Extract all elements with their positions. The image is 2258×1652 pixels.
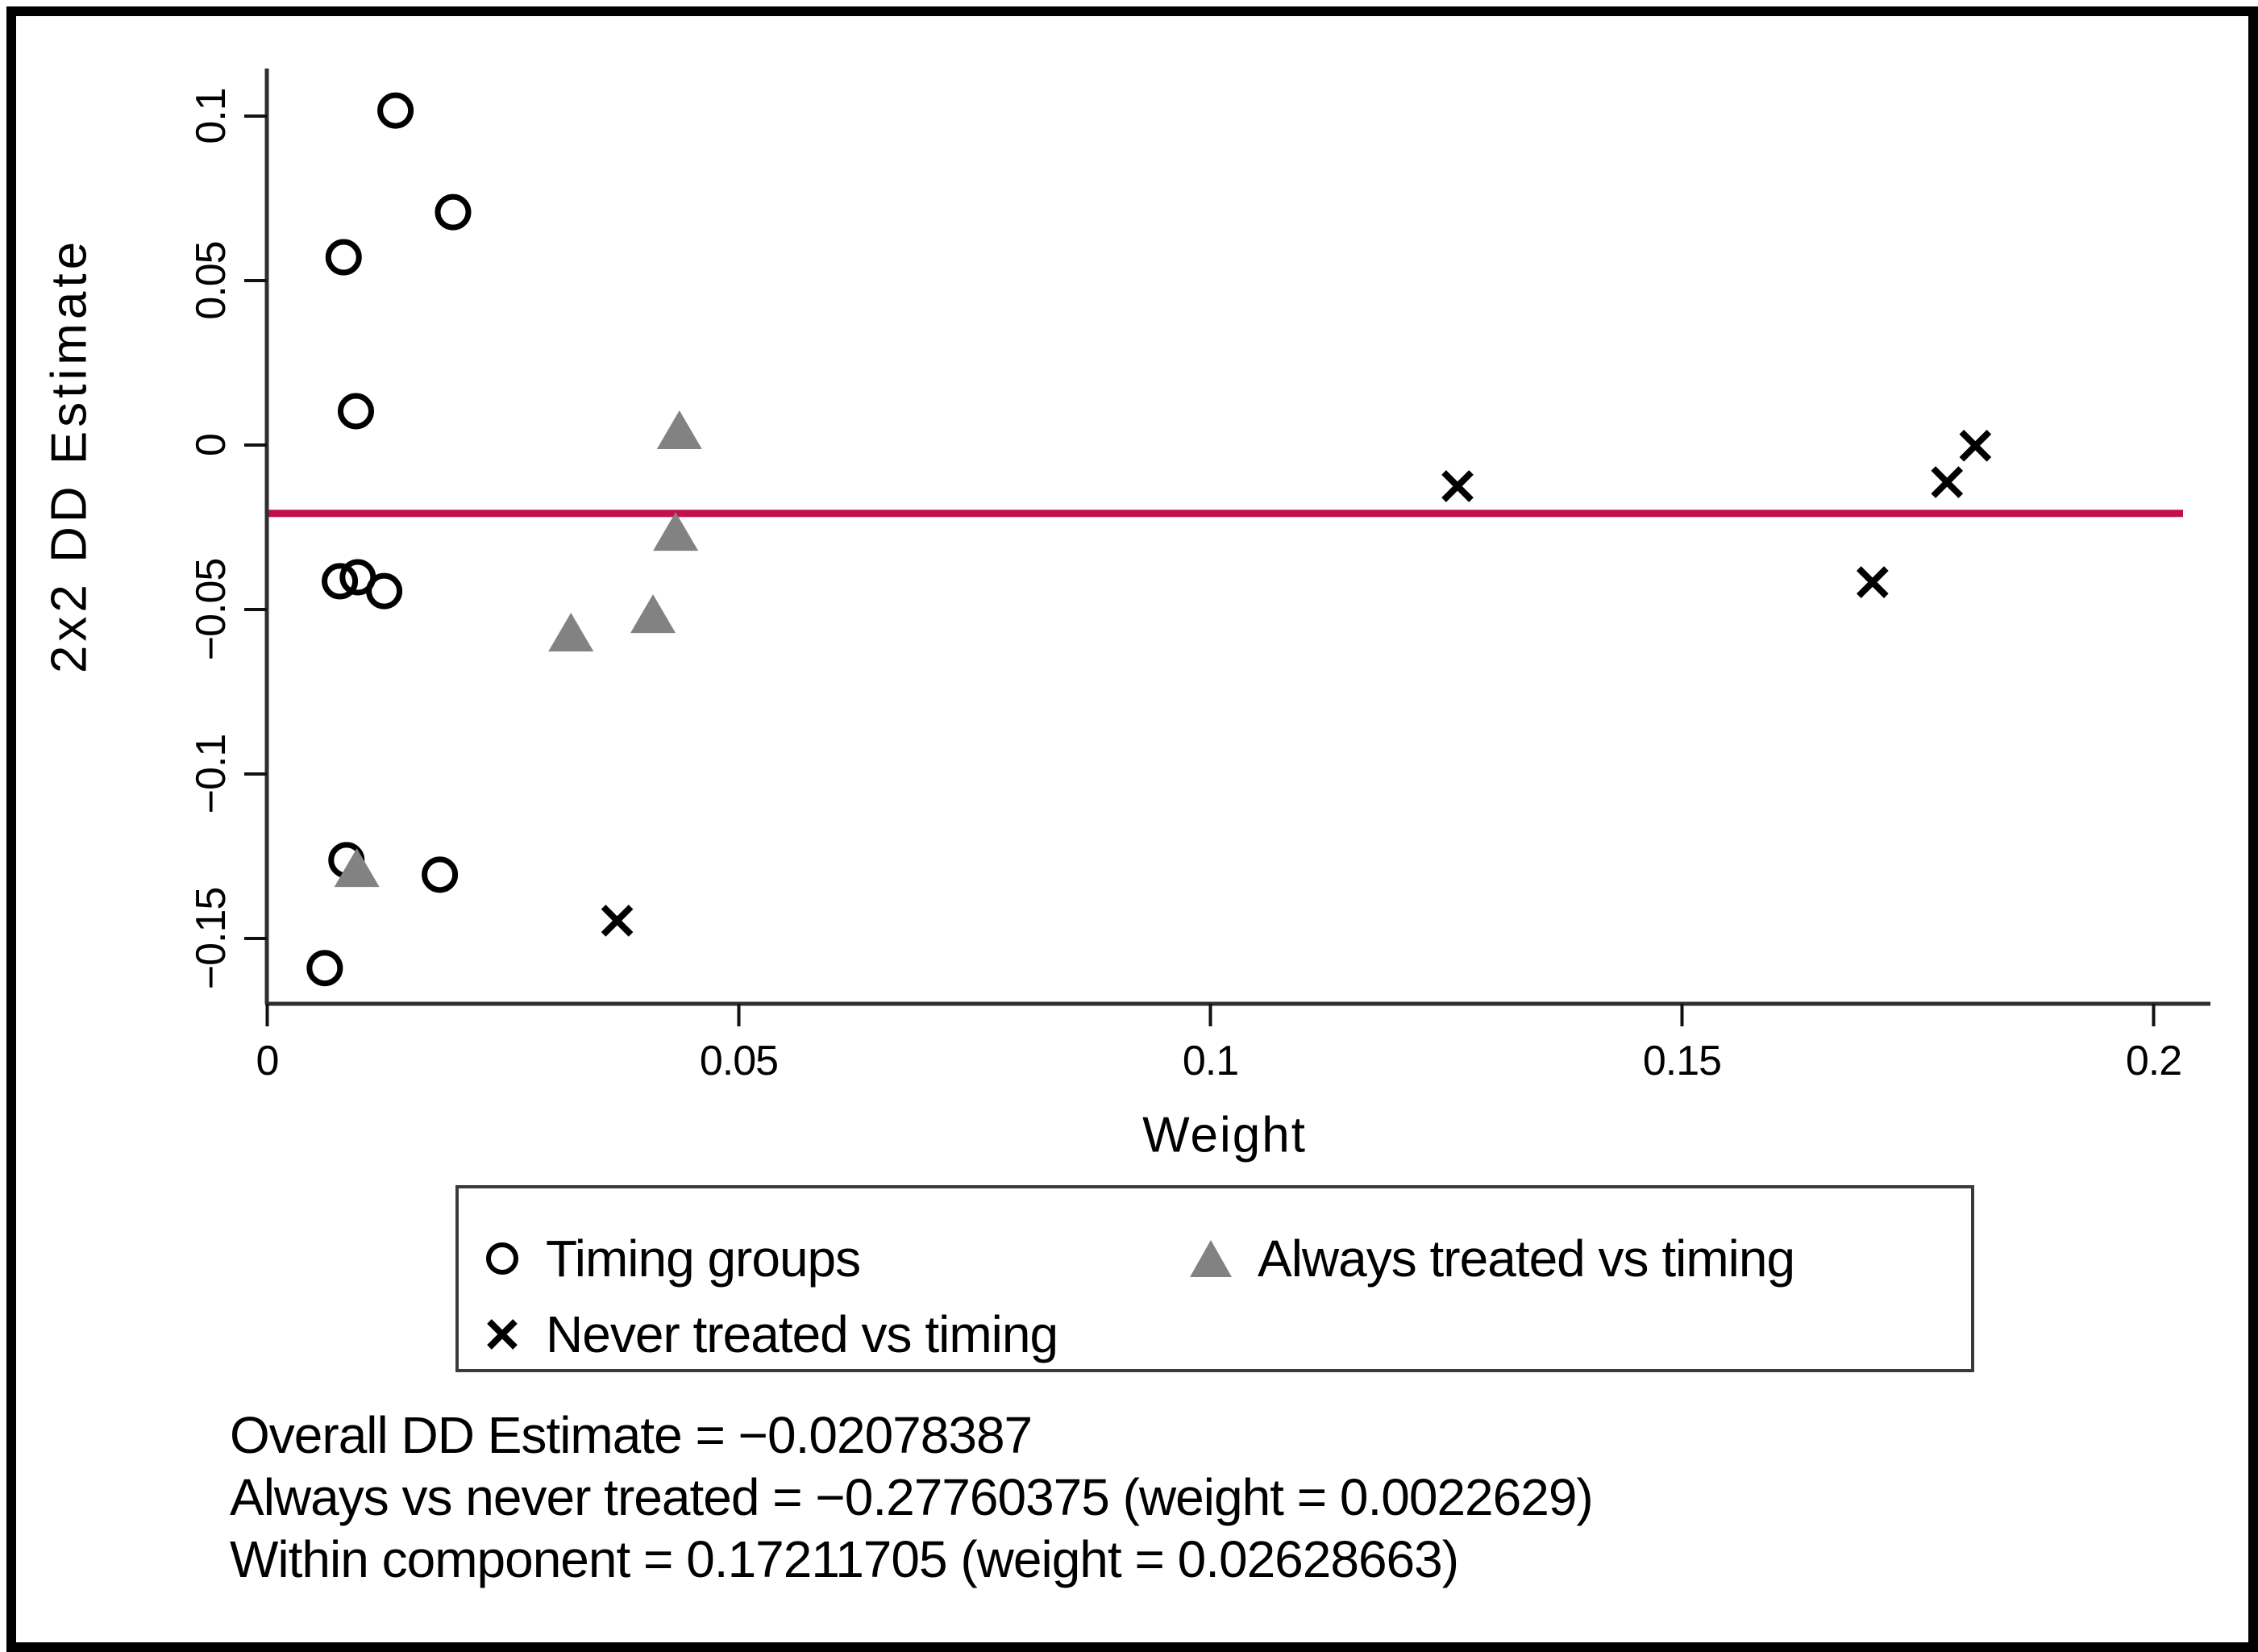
timing-groups-point [306,950,343,987]
y-axis-title: 2x2 DD Estimate [41,237,98,674]
x-marker-icon [487,1319,518,1350]
legend-entry-timing-groups: Timing groups [483,1230,861,1288]
x-tick-label: 0 [256,1038,280,1084]
always-treated-point [630,594,676,634]
annotation-always-vs-never: Always vs never treated = −0.27760375 (w… [230,1468,1594,1526]
always-treated-point [334,848,380,888]
timing-groups-point [377,92,414,129]
x-tick-label: 0.1 [1182,1038,1239,1084]
y-tick-label: 0 [188,434,235,456]
x-tick-label: 0.2 [2125,1038,2182,1084]
legend-label-timing-groups: Timing groups [546,1230,861,1288]
timing-groups-point [322,563,359,600]
timing-groups-point [366,572,403,610]
x-tick-label: 0.15 [1642,1038,1722,1084]
legend-label-always-treated: Always treated vs timing [1258,1230,1795,1288]
never-treated-point [601,905,634,937]
always-treated-point [548,612,594,651]
legend-entry-always-treated: Always treated vs timing [1188,1230,1795,1288]
annotation-block: Overall DD Estimate = −0.02078387 Always… [230,1404,1594,1591]
timing-groups-point [435,193,472,231]
legend: Timing groups Always treated vs timing N… [455,1185,1974,1372]
timing-groups-point [422,856,459,893]
never-treated-point [1857,566,1889,598]
y-tick-label: −0.05 [188,558,235,661]
y-tick-label: −0.15 [188,887,235,990]
annotation-overall-dd: Overall DD Estimate = −0.02078387 [230,1406,1033,1464]
y-tick-label: 0.05 [188,241,235,320]
x-tick-label: 0.05 [699,1038,779,1084]
annotation-within-component: Within component = 0.17211705 (weight = … [230,1530,1459,1588]
timing-groups-point [337,393,374,430]
never-treated-point [1931,466,1964,498]
figure-border [6,6,2258,1652]
y-tick-label: 0.1 [188,88,235,144]
never-treated-point [1959,429,1992,462]
legend-entry-never-treated: Never treated vs timing [483,1305,1058,1363]
circle-marker-icon [486,1242,518,1275]
y-tick-label: −0.1 [188,734,235,814]
timing-groups-point [325,239,362,276]
triangle-marker-icon [1190,1240,1232,1277]
x-axis-title: Weight [1142,1107,1307,1163]
never-treated-point [1441,470,1474,502]
always-treated-point [656,410,702,450]
always-treated-point [653,512,699,551]
legend-label-never-treated: Never treated vs timing [546,1305,1058,1363]
